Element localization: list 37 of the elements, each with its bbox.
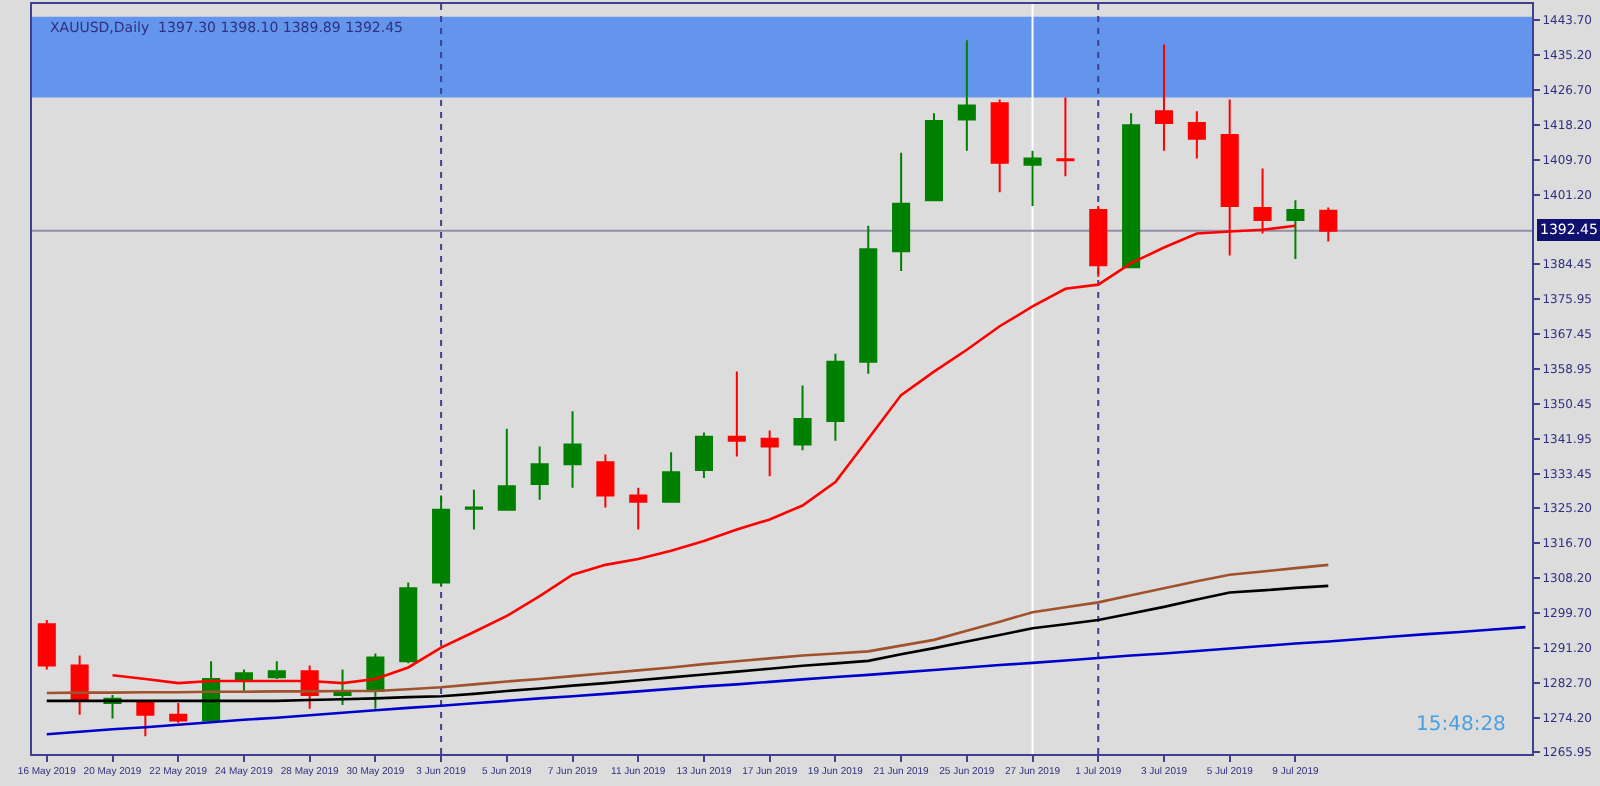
candlestick	[1089, 204, 1108, 278]
candlestick	[497, 427, 516, 511]
candlestick	[1056, 96, 1075, 178]
candlestick	[399, 581, 418, 665]
candlestick	[826, 352, 845, 442]
candlestick	[1122, 112, 1141, 269]
candlestick	[727, 370, 746, 458]
candlestick	[892, 151, 911, 273]
candlestick	[267, 660, 286, 680]
candlestick	[169, 701, 188, 724]
candlestick	[530, 445, 549, 501]
candlestick	[662, 451, 681, 503]
candlestick	[1187, 110, 1206, 160]
candlestick	[464, 488, 483, 531]
candlestick	[1154, 43, 1174, 152]
candlestick	[136, 699, 155, 738]
candlestick	[1319, 206, 1338, 243]
candlestick	[432, 494, 451, 588]
candlestick	[859, 224, 878, 375]
candlestick	[1023, 149, 1042, 207]
annotation: 15:48:28	[1416, 714, 1506, 736]
candlestick	[793, 384, 812, 452]
candlestick	[37, 619, 56, 671]
candlestick	[957, 39, 976, 152]
candlestick	[596, 453, 615, 509]
candlestick	[924, 112, 944, 202]
candlestick	[760, 429, 779, 478]
line-series	[45, 563, 1330, 695]
candlestick	[333, 668, 352, 706]
candlestick	[563, 410, 582, 489]
line-series	[45, 584, 1330, 703]
candlestick	[629, 486, 648, 531]
candlestick	[990, 98, 1009, 194]
line-series	[45, 625, 1527, 736]
candlestick	[1286, 199, 1305, 261]
candlestick	[694, 431, 714, 479]
candlestick	[234, 668, 253, 692]
